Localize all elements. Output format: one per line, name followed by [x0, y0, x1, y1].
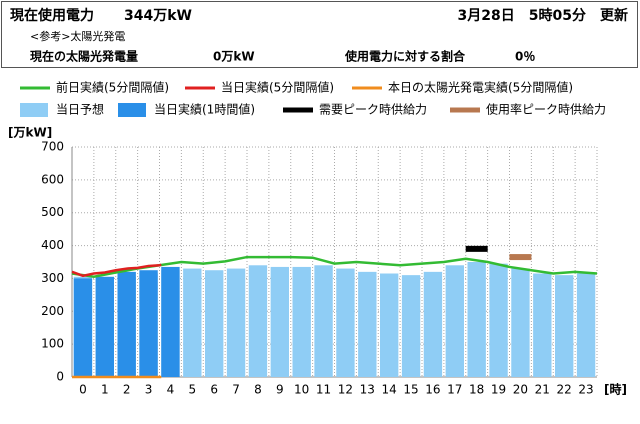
- bar: [161, 266, 180, 377]
- x-tick-label: 18: [469, 383, 484, 397]
- legend-label: 本日の太陽光発電実績(5分間隔値): [388, 80, 573, 95]
- bar: [358, 271, 377, 377]
- y-tick-label: 600: [41, 172, 64, 186]
- legend-swatch: [118, 103, 146, 117]
- x-tick-label: 12: [338, 383, 353, 397]
- x-tick-label: 7: [232, 383, 240, 397]
- x-tick-label: 1: [101, 383, 109, 397]
- bar: [205, 270, 224, 377]
- usage-label: 現在使用電力: [10, 7, 94, 24]
- legend-swatch: [20, 103, 48, 117]
- x-tick-label: 3: [145, 383, 153, 397]
- x-tick-label: 8: [254, 383, 262, 397]
- line: [71, 263, 162, 278]
- bar: [555, 275, 574, 377]
- y-tick-label: 500: [41, 205, 64, 219]
- x-tick-label: 14: [382, 383, 397, 397]
- x-tick-label: 13: [360, 383, 375, 397]
- x-tick-label: 10: [294, 383, 309, 397]
- solar-value: 0万kW: [213, 50, 255, 64]
- bar: [445, 265, 464, 377]
- bar: [401, 275, 421, 377]
- x-tick-label: 9: [276, 383, 284, 397]
- peak-marker: [509, 254, 532, 261]
- bar: [380, 273, 399, 377]
- peak-marker: [465, 245, 488, 252]
- legend-label: 使用率ピーク時供給力: [486, 102, 606, 117]
- y-tick-label: 300: [41, 271, 64, 285]
- legend-label: 当日予想: [56, 102, 104, 117]
- x-tick-label: 22: [557, 383, 572, 397]
- x-axis-label: [時]: [604, 382, 627, 397]
- x-tick-label: 15: [403, 383, 418, 397]
- y-tick-label: 100: [41, 337, 64, 351]
- x-tick-label: 11: [316, 383, 331, 397]
- usage-value: 344万kW: [124, 8, 192, 24]
- x-tick-label: 5: [188, 383, 196, 397]
- x-tick-label: 19: [491, 383, 506, 397]
- bar: [336, 268, 355, 377]
- bar: [95, 276, 114, 377]
- bar: [139, 270, 158, 377]
- y-axis-label: [万kW]: [8, 126, 52, 140]
- solar-label: 現在の太陽光発電量: [30, 49, 138, 64]
- x-tick-label: 4: [167, 383, 175, 397]
- y-tick-label: 0: [56, 370, 64, 384]
- bar: [270, 266, 289, 377]
- bar: [183, 268, 202, 377]
- ratio-label: 使用電力に対する割合: [344, 49, 466, 64]
- x-tick-label: 21: [535, 383, 550, 397]
- bar: [73, 278, 93, 377]
- bar: [117, 271, 136, 377]
- reference: <参考>太陽光発電: [30, 29, 125, 43]
- bar: [423, 271, 443, 377]
- x-tick-label: 20: [513, 383, 528, 397]
- x-tick-label: 2: [123, 383, 131, 397]
- bar: [314, 265, 333, 377]
- y-tick-label: 700: [41, 140, 64, 154]
- bar: [576, 273, 596, 377]
- x-tick-label: 16: [425, 383, 440, 397]
- updated: 3月28日 5時05分 更新: [458, 7, 628, 24]
- y-tick-label: 400: [41, 238, 64, 252]
- legend-label: 当日実績(1時間値): [154, 102, 255, 117]
- bar: [511, 268, 530, 377]
- bar: [489, 263, 508, 377]
- x-tick-label: 6: [210, 383, 218, 397]
- y-tick-label: 200: [41, 304, 64, 318]
- legend-label: 需要ピーク時供給力: [319, 103, 427, 117]
- legend-label: 前日実績(5分間隔値): [56, 80, 169, 95]
- bar: [467, 262, 486, 377]
- header-box: [1, 1, 638, 68]
- ratio-value: 0％: [515, 50, 535, 64]
- bar: [226, 268, 246, 377]
- bar: [248, 265, 268, 377]
- legend-label: 当日実績(5分間隔値): [221, 80, 334, 95]
- bar: [292, 266, 311, 377]
- x-tick-label: 0: [79, 383, 87, 397]
- x-tick-label: 23: [578, 383, 593, 397]
- x-tick-label: 17: [447, 383, 462, 397]
- bar: [533, 273, 552, 377]
